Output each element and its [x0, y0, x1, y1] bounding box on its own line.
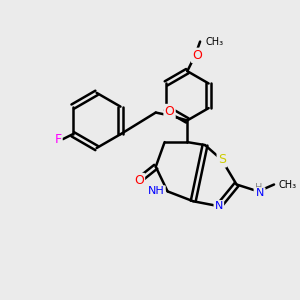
Text: CH₃: CH₃ — [205, 37, 223, 46]
Text: O: O — [134, 174, 144, 187]
Text: N: N — [256, 188, 264, 198]
Text: S: S — [218, 153, 226, 167]
Text: F: F — [54, 133, 61, 146]
Text: O: O — [192, 49, 202, 62]
Text: H: H — [255, 183, 262, 194]
Text: CH₃: CH₃ — [279, 179, 297, 190]
Text: O: O — [165, 105, 175, 118]
Text: NH: NH — [148, 186, 165, 197]
Text: N: N — [214, 201, 223, 211]
